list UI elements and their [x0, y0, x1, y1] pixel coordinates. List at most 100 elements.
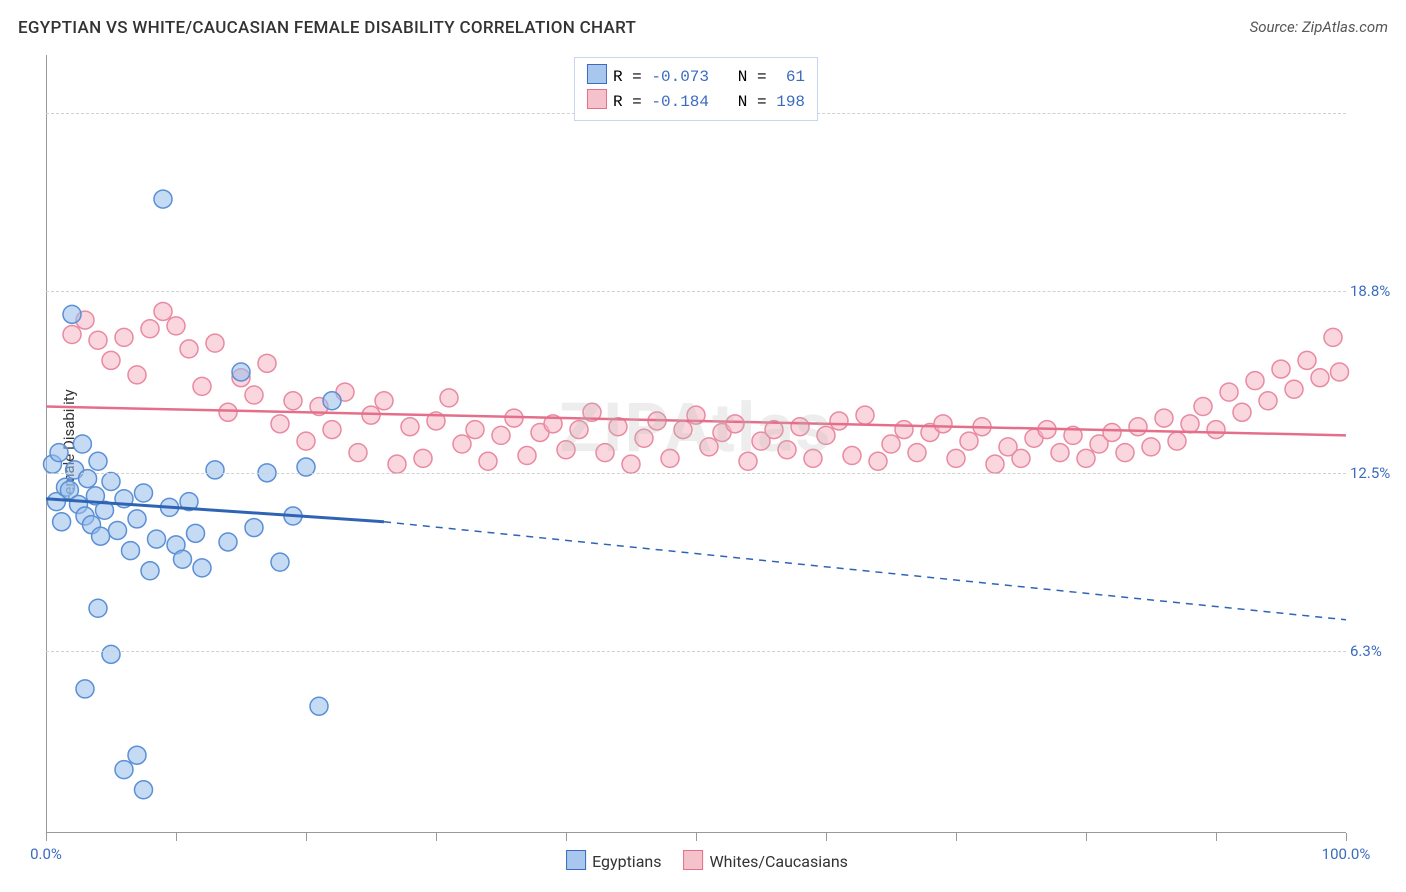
- data-point: [1207, 421, 1225, 439]
- data-point: [135, 781, 153, 799]
- data-point: [986, 455, 1004, 473]
- data-point: [492, 426, 510, 444]
- data-point: [1285, 380, 1303, 398]
- data-point: [414, 449, 432, 467]
- data-point: [193, 559, 211, 577]
- data-point: [258, 354, 276, 372]
- data-point: [135, 484, 153, 502]
- data-point: [102, 472, 120, 490]
- y-tick-label: 18.8%: [1350, 282, 1400, 300]
- data-point: [726, 415, 744, 433]
- data-point: [804, 449, 822, 467]
- data-point: [141, 562, 159, 580]
- data-point: [349, 444, 367, 462]
- chart-area: ZIPAtlas R = -0.073 N = 61R = -0.184 N =…: [46, 55, 1346, 833]
- data-point: [1324, 328, 1342, 346]
- data-point: [109, 521, 127, 539]
- legend-swatch: [566, 850, 586, 870]
- data-point: [232, 363, 250, 381]
- data-point: [869, 452, 887, 470]
- data-point: [1246, 372, 1264, 390]
- legend-r-label: R =: [613, 68, 651, 86]
- data-point: [596, 444, 614, 462]
- data-point: [375, 392, 393, 410]
- data-point: [187, 524, 205, 542]
- data-point: [518, 447, 536, 465]
- data-point: [219, 533, 237, 551]
- legend-row: R = -0.184 N = 198: [587, 89, 805, 114]
- data-point: [1311, 369, 1329, 387]
- data-point: [180, 340, 198, 358]
- x-tick: [46, 833, 47, 841]
- data-point: [908, 444, 926, 462]
- data-point: [271, 553, 289, 571]
- data-point: [1103, 423, 1121, 441]
- source-label: Source: ZipAtlas.com: [1250, 18, 1388, 36]
- data-point: [700, 438, 718, 456]
- legend-swatch: [587, 64, 607, 84]
- legend-n-label: N =: [709, 68, 776, 86]
- y-tick-label: 6.3%: [1350, 642, 1400, 660]
- x-tick: [176, 833, 177, 841]
- data-point: [1155, 409, 1173, 427]
- data-point: [739, 452, 757, 470]
- data-point: [154, 302, 172, 320]
- data-point: [297, 432, 315, 450]
- grid-line: [46, 473, 1346, 474]
- data-point: [63, 305, 81, 323]
- x-tick: [306, 833, 307, 841]
- data-point: [154, 190, 172, 208]
- data-point: [73, 435, 91, 453]
- data-point: [960, 432, 978, 450]
- legend-swatch: [587, 89, 607, 109]
- legend-r-label: R =: [613, 93, 651, 111]
- data-point: [1051, 444, 1069, 462]
- data-point: [115, 328, 133, 346]
- data-point: [102, 351, 120, 369]
- data-point: [167, 317, 185, 335]
- x-tick: [1346, 833, 1347, 841]
- data-point: [453, 435, 471, 453]
- data-point: [148, 530, 166, 548]
- legend-label: Egyptians: [592, 852, 661, 871]
- x-tick-label: 0.0%: [30, 845, 62, 863]
- data-point: [934, 415, 952, 433]
- data-point: [843, 447, 861, 465]
- data-point: [141, 320, 159, 338]
- data-point: [895, 421, 913, 439]
- data-point: [1129, 418, 1147, 436]
- data-point: [778, 441, 796, 459]
- data-point: [1116, 444, 1134, 462]
- grid-line: [46, 651, 1346, 652]
- data-point: [1181, 415, 1199, 433]
- x-tick: [1216, 833, 1217, 841]
- data-point: [245, 386, 263, 404]
- data-point: [206, 334, 224, 352]
- y-tick-label: 12.5%: [1350, 464, 1400, 482]
- data-point: [1142, 438, 1160, 456]
- data-point: [1194, 398, 1212, 416]
- x-tick: [436, 833, 437, 841]
- legend-n-value: 198: [776, 93, 805, 111]
- data-point: [401, 418, 419, 436]
- data-point: [89, 452, 107, 470]
- x-tick: [696, 833, 697, 841]
- data-point: [856, 406, 874, 424]
- page-title: EGYPTIAN VS WHITE/CAUCASIAN FEMALE DISAB…: [18, 18, 636, 38]
- data-point: [323, 392, 341, 410]
- data-point: [362, 406, 380, 424]
- data-point: [1298, 351, 1316, 369]
- x-tick: [956, 833, 957, 841]
- data-point: [635, 429, 653, 447]
- data-point: [193, 377, 211, 395]
- data-point: [219, 403, 237, 421]
- data-point: [947, 449, 965, 467]
- data-point: [791, 418, 809, 436]
- data-point: [1077, 449, 1095, 467]
- data-point: [1168, 432, 1186, 450]
- x-tick-label: 100.0%: [1322, 845, 1371, 863]
- data-point: [557, 441, 575, 459]
- data-point: [661, 449, 679, 467]
- data-point: [440, 389, 458, 407]
- data-point: [89, 331, 107, 349]
